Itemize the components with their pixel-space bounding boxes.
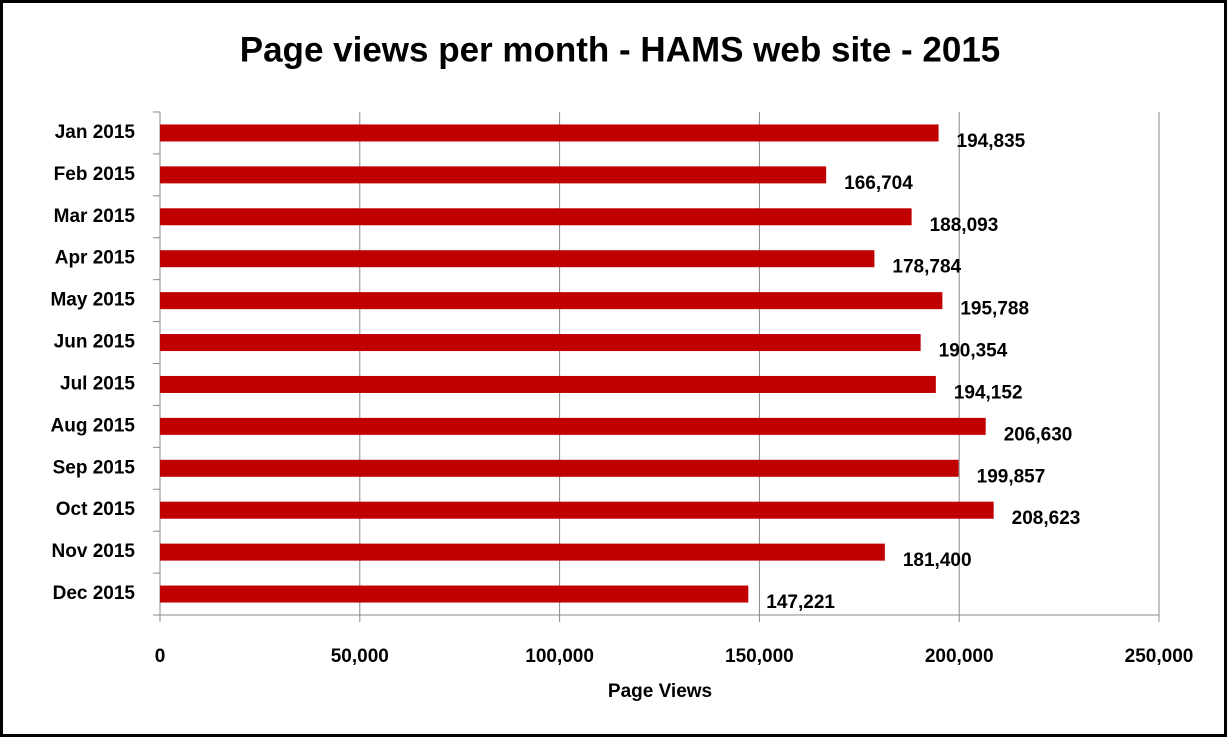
y-tick-label: Jun 2015 xyxy=(54,332,136,353)
y-tick-label: Jan 2015 xyxy=(55,122,136,143)
bar xyxy=(160,292,943,310)
x-tick-label: 250,000 xyxy=(1125,646,1194,667)
y-tick-label: Feb 2015 xyxy=(54,164,136,185)
data-label: 194,835 xyxy=(957,131,1026,152)
data-label: 206,630 xyxy=(1004,424,1073,445)
data-label: 190,354 xyxy=(939,341,1008,362)
y-tick-label: Nov 2015 xyxy=(52,541,136,562)
data-label: 181,400 xyxy=(903,550,972,571)
data-label: 178,784 xyxy=(892,257,961,278)
x-tick-label: 150,000 xyxy=(725,646,794,667)
bar xyxy=(160,334,921,352)
bar xyxy=(160,124,939,142)
data-label: 195,788 xyxy=(960,299,1029,320)
bar xyxy=(160,543,885,561)
data-label: 147,221 xyxy=(766,592,835,613)
y-tick-label: Sep 2015 xyxy=(53,457,136,478)
bar xyxy=(160,501,994,519)
y-tick-label: Aug 2015 xyxy=(51,415,136,436)
bar xyxy=(160,166,827,184)
data-label: 166,704 xyxy=(844,173,913,194)
data-label: 188,093 xyxy=(930,215,999,236)
chart-title: Page views per month - HAMS web site - 2… xyxy=(240,30,1001,69)
data-label: 208,623 xyxy=(1012,508,1081,529)
y-tick-label: Mar 2015 xyxy=(54,206,136,227)
x-tick-label: 200,000 xyxy=(925,646,994,667)
y-tick-label: Apr 2015 xyxy=(55,248,136,269)
y-tick-label: Oct 2015 xyxy=(56,499,136,520)
y-tick-label: Dec 2015 xyxy=(53,583,136,604)
bar xyxy=(160,417,986,435)
bar xyxy=(160,585,749,603)
x-tick-label: 100,000 xyxy=(525,646,594,667)
y-tick-label: Jul 2015 xyxy=(60,373,135,394)
bar xyxy=(160,250,875,268)
bar xyxy=(160,375,936,393)
data-label: 199,857 xyxy=(977,466,1046,487)
x-tick-label: 0 xyxy=(155,646,166,667)
y-tick-label: May 2015 xyxy=(50,290,135,311)
bar xyxy=(160,459,959,477)
bar xyxy=(160,208,912,226)
x-tick-label: 50,000 xyxy=(331,646,389,667)
x-axis-label: Page Views xyxy=(608,681,712,702)
data-label: 194,152 xyxy=(954,382,1023,403)
